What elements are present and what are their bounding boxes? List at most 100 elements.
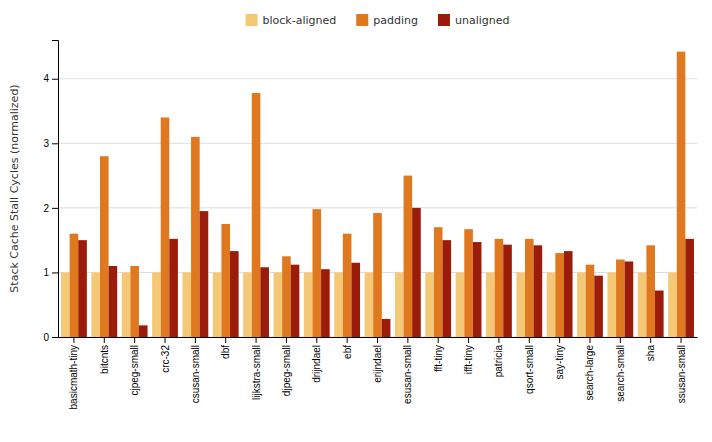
x-tick: say-tiny (554, 337, 565, 379)
bar (486, 272, 495, 337)
x-tick-label: fft-tiny (433, 345, 444, 372)
y-tick-mark (52, 208, 58, 209)
bar (555, 253, 564, 337)
x-tick: ssusan-small (676, 337, 687, 403)
bar (616, 260, 625, 337)
bar (130, 266, 139, 337)
x-tick: lijkstra-small (251, 337, 262, 400)
x-tick-label: drijndael (311, 345, 322, 383)
x-tick-mark (559, 337, 560, 343)
bar (464, 229, 473, 337)
legend-label: block-aligned (263, 14, 337, 27)
x-tick-label: bitcnts (99, 345, 110, 374)
x-tick-mark (377, 337, 378, 343)
x-tick-mark (134, 337, 135, 343)
x-tick-mark (104, 337, 105, 343)
x-tick-label: patricia (493, 345, 504, 378)
x-tick-label: djpeg-small (281, 345, 292, 396)
x-tick-label: esusan-small (402, 345, 413, 404)
bar (152, 272, 161, 337)
x-tick: qsort-small (524, 337, 535, 394)
x-axis: basicmath-tiny bitcnts cjpeg-small crc-32 cs… (59, 337, 698, 409)
bar (382, 319, 391, 337)
x-tick-mark (407, 337, 408, 343)
bar (243, 272, 252, 337)
bar (677, 52, 686, 337)
x-tick-label: basicmath-tiny (68, 345, 79, 409)
x-tick: search-large (584, 337, 595, 401)
x-tick-label: ebf (342, 345, 353, 359)
x-tick-label: search-small (615, 345, 626, 402)
y-tick-label: 4 (43, 73, 49, 84)
x-tick: cjpeg-small (129, 337, 140, 396)
y-axis-line (52, 41, 59, 338)
x-tick: crc-32 (160, 337, 171, 373)
legend-item: padding (356, 14, 418, 27)
bar (304, 272, 313, 337)
bar (516, 272, 525, 337)
bar (365, 272, 374, 337)
bar (260, 267, 269, 337)
x-tick-label: say-tiny (554, 345, 565, 379)
bar (213, 272, 222, 337)
bar (169, 239, 178, 337)
x-tick: dbf (220, 337, 231, 359)
y-tick-label: 0 (43, 332, 49, 343)
x-tick: esusan-small (402, 337, 413, 404)
bar (252, 93, 261, 337)
x-tick: ebf (342, 337, 353, 359)
legend-swatch (438, 14, 450, 26)
bar (182, 272, 191, 337)
x-tick: erijndael (372, 337, 383, 383)
bar (625, 261, 634, 337)
grid-line (58, 78, 697, 79)
bar (473, 242, 482, 337)
x-tick-label: erijndael (372, 345, 383, 383)
x-tick-mark (73, 337, 74, 343)
x-tick: djpeg-small (281, 337, 292, 396)
bar (291, 265, 300, 337)
bar (525, 239, 534, 337)
bar (334, 272, 343, 337)
x-tick-mark (468, 337, 469, 343)
x-tick: drijndael (311, 337, 322, 383)
x-tick-mark (498, 337, 499, 343)
bar (655, 291, 664, 337)
x-tick-mark (195, 337, 196, 343)
grid-line (58, 207, 697, 208)
bar (200, 211, 209, 337)
bar (191, 137, 200, 337)
bar (577, 272, 586, 337)
y-tick-mark (52, 272, 58, 273)
bar (534, 245, 543, 337)
x-tick-label: ssusan-small (676, 345, 687, 403)
bar (70, 234, 79, 337)
y-axis: 01234 (43, 41, 58, 343)
x-tick-mark (438, 337, 439, 343)
bar (638, 272, 647, 337)
bar (61, 272, 70, 337)
x-tick: fft-tiny (433, 337, 444, 372)
bar (594, 276, 603, 337)
x-tick: bitcnts (99, 337, 110, 374)
x-tick-label: csusan-small (190, 345, 201, 403)
y-tick-mark (52, 337, 58, 338)
legend-swatch (246, 14, 258, 26)
bar (282, 256, 291, 337)
x-tick: basicmath-tiny (68, 337, 79, 409)
legend-item: block-aligned (246, 14, 337, 27)
bar (321, 269, 330, 337)
bar (503, 245, 512, 337)
x-tick-label: sha (645, 345, 656, 362)
grid-line (58, 143, 697, 144)
x-tick-mark (316, 337, 317, 343)
plot: basicmath-tiny bitcnts cjpeg-small crc-32 cs… (8, 41, 698, 410)
bar (221, 224, 230, 337)
bar (547, 272, 556, 337)
bar (274, 272, 283, 337)
x-tick-label: cjpeg-small (129, 345, 140, 396)
x-tick-label: search-large (584, 345, 595, 401)
bar (668, 272, 677, 337)
bar (230, 251, 239, 337)
y-tick-label: 2 (43, 203, 49, 214)
